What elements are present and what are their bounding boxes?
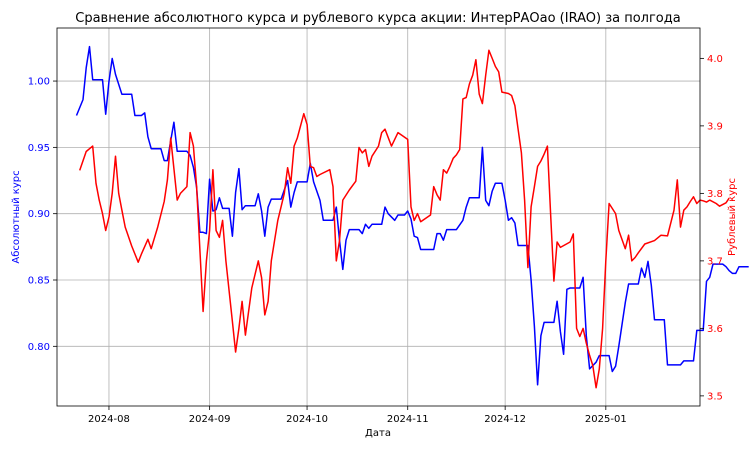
right-y-tick-label: 3.7 [707, 256, 723, 267]
series-layer [75, 45, 749, 389]
left-y-tick-label: 0.95 [28, 143, 50, 154]
x-axis-ticks: 2024-08 2024-09 2024-10 2024-11 2024-12 2025-… [88, 406, 627, 425]
left-y-axis-label: Абсолютный курс [11, 170, 22, 263]
left-y-tick-label: 1.00 [28, 77, 50, 88]
plot-frame [56, 27, 701, 407]
left-y-axis-ticks: 0.80 0.85 0.90 0.95 1.00 [28, 77, 57, 353]
absolute-price-series-line [75, 45, 749, 386]
x-tick-label: 2024-08 [88, 414, 130, 425]
right-y-axis-ticks: 3.5 3.6 3.7 3.8 3.9 4.0 [700, 54, 723, 402]
left-y-tick-label: 0.90 [28, 209, 50, 220]
right-y-tick-label: 4.0 [707, 54, 723, 65]
right-y-tick-label: 3.8 [707, 189, 723, 200]
x-axis-label: Дата [365, 428, 391, 439]
x-tick-label: 2024-10 [286, 414, 328, 425]
right-y-tick-label: 3.5 [707, 391, 723, 402]
right-y-tick-label: 3.9 [707, 121, 723, 132]
right-y-tick-label: 3.6 [707, 324, 723, 335]
x-tick-label: 2024-11 [387, 414, 429, 425]
x-tick-label: 2025-01 [585, 414, 627, 425]
left-y-tick-label: 0.85 [28, 276, 50, 287]
right-y-axis-label: Рублевый курс [727, 178, 738, 256]
left-y-tick-label: 0.80 [28, 342, 50, 353]
x-tick-label: 2024-12 [484, 414, 526, 425]
ruble-price-series-line [78, 49, 730, 389]
x-tick-label: 2024-09 [189, 414, 231, 425]
chart-title: Сравнение абсолютного курса и рублевого … [75, 11, 680, 26]
grid-lines [57, 28, 700, 406]
